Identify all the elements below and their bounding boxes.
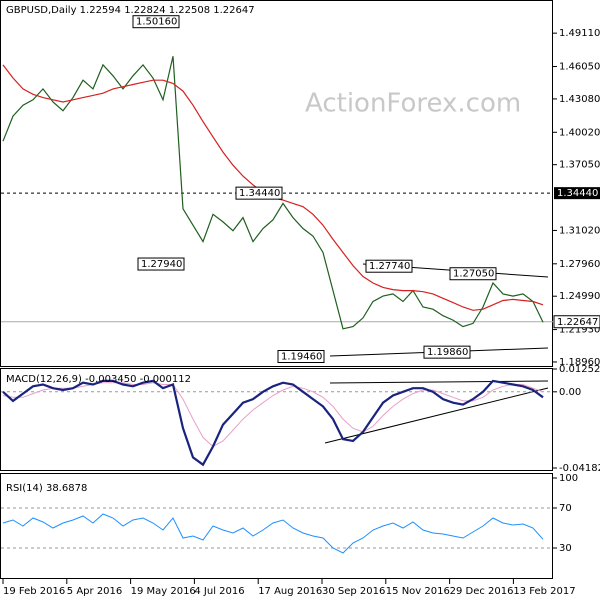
y-tick-label: 1.31020 bbox=[559, 225, 600, 236]
price-panel bbox=[0, 0, 553, 367]
y-tick-label: 1.37050 bbox=[559, 160, 600, 171]
panel-title: RSI(14) 38.6878 bbox=[6, 483, 87, 494]
y-tick-label: 70 bbox=[559, 503, 572, 514]
annotation-box bbox=[235, 186, 283, 200]
annotation-box bbox=[449, 267, 497, 281]
series-line bbox=[2, 513, 544, 554]
y-tick-label: 1.27960 bbox=[559, 259, 600, 270]
annotation-box bbox=[365, 259, 413, 273]
annotation-label: 1.50160 bbox=[136, 17, 177, 28]
annotation-label: 1.27050 bbox=[453, 269, 494, 280]
annotation-label: 1.19460 bbox=[281, 352, 322, 363]
annotation-box bbox=[132, 15, 180, 29]
y-tick-label: 1.49110 bbox=[559, 28, 600, 39]
panel-title: GBPUSD,Daily 1.22594 1.22824 1.22508 1.2… bbox=[6, 5, 255, 16]
y-tick-label: 0.00 bbox=[559, 387, 581, 398]
level-box bbox=[554, 187, 600, 200]
y-tick-label: 1.43080 bbox=[559, 94, 600, 105]
y-tick-label: 1.40020 bbox=[559, 127, 600, 138]
x-tick-label: 19 Feb 2016 bbox=[3, 586, 65, 597]
y-tick-label: 100 bbox=[559, 473, 578, 484]
annotation-label: 1.27740 bbox=[369, 261, 410, 272]
rsi-panel bbox=[0, 473, 553, 579]
annotation-label: 1.27940 bbox=[141, 259, 182, 270]
annotation-box bbox=[137, 257, 185, 271]
macd-panel bbox=[0, 368, 553, 471]
x-tick-label: 4 Jul 2016 bbox=[194, 586, 244, 597]
annotation-label: 1.34440 bbox=[239, 188, 280, 199]
panel-title: MACD(12,26,9) -0.003450 -0.000112 bbox=[6, 374, 191, 385]
y-tick-label: 0.012522 bbox=[559, 364, 600, 375]
y-tick-label: 1.18960 bbox=[559, 357, 600, 368]
annotation-label: 1.19860 bbox=[427, 347, 468, 358]
annotation-box bbox=[423, 345, 471, 359]
x-tick-label: 5 Apr 2016 bbox=[67, 586, 122, 597]
y-tick-label: 1.21930 bbox=[559, 325, 600, 336]
x-tick-label: 13 Feb 2017 bbox=[513, 586, 575, 597]
x-tick-label: 30 Sep 2016 bbox=[322, 586, 385, 597]
annotation-box bbox=[277, 350, 325, 364]
level-label: 1.34440 bbox=[557, 188, 598, 199]
y-tick-label: 30 bbox=[559, 543, 572, 554]
series-line bbox=[2, 379, 544, 467]
x-tick-label: 17 Aug 2016 bbox=[258, 586, 322, 597]
y-tick-label: 1.24990 bbox=[559, 291, 600, 302]
series-line bbox=[2, 56, 544, 330]
trend-line bbox=[329, 380, 549, 384]
current-label: 1.22647 bbox=[557, 317, 598, 328]
x-tick-label: 29 Dec 2016 bbox=[450, 586, 514, 597]
x-tick-label: 15 Nov 2016 bbox=[386, 586, 450, 597]
current-box bbox=[553, 315, 600, 329]
y-tick-label: 1.46050 bbox=[559, 62, 600, 73]
x-tick-label: 19 May 2016 bbox=[131, 586, 196, 597]
watermark: ActionForex.com bbox=[305, 89, 521, 119]
y-tick-label: -0.041823 bbox=[559, 463, 600, 474]
